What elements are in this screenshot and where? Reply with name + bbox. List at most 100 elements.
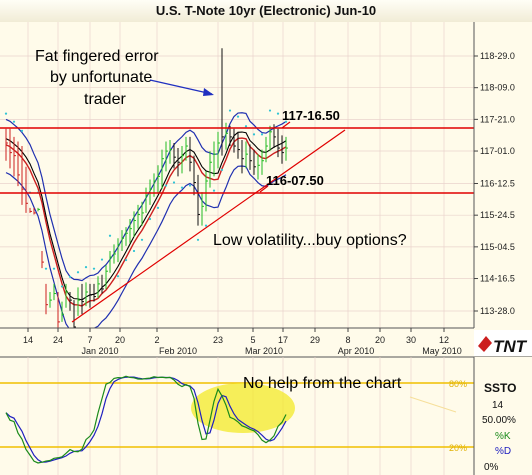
sar-dot [148,217,152,221]
lower-envelope-line [5,165,287,335]
price-grid [0,22,474,328]
logo-text: TNT [493,337,528,356]
ssto-k-line [5,375,287,464]
date-tick-label: 24 [53,335,63,345]
moving-average-shadow-line [5,131,287,301]
date-tick-label: 17 [278,335,288,345]
zero-level-label: 0% [484,462,499,473]
price-panel [0,22,474,328]
price-tick-label: 114-16.5 [480,274,515,284]
date-tick-label: 20 [115,335,125,345]
sar-dot [100,258,104,261]
indicator-name: SSTO [484,381,516,395]
sar-dot [44,267,48,270]
date-tick-label: 20 [375,335,385,345]
date-tick-label: 12 [439,335,449,345]
price-tick-label: 118-09.0 [480,83,515,93]
sar-dot [76,271,80,274]
sar-dot [124,258,128,262]
month-label: Jan 2010 [81,346,118,356]
oscillator-grid [27,357,445,475]
legend-d: %D [495,446,511,457]
date-tick-label: 30 [406,335,416,345]
price-tick-label: 116-12.5 [480,179,515,189]
date-tick-label: 5 [250,335,255,345]
rising-trendline [71,129,346,323]
date-axis: 14 24 7 20 2 23 5 17 29 8 20 30 12 Jan 2010 Feb 2010 Ma… [23,328,462,356]
sar-dot [116,275,120,278]
date-tick-label: 29 [310,335,320,345]
resistance-pointer [281,121,291,129]
sar-dot [284,120,288,123]
date-tick-label: 14 [23,335,33,345]
date-axis-panel [0,328,474,356]
sar-dot [140,238,144,241]
month-label: Mar 2010 [245,346,283,356]
resistance-label: 117-16.50 [282,108,340,123]
sar-dot [212,189,216,192]
annotation-line-3: trader [84,91,126,108]
sar-dot [68,275,72,278]
indicator-period: 14 [492,400,504,411]
month-label: Feb 2010 [159,346,197,356]
sar-dot [12,120,16,123]
price-axis: 118-29.0 118-09.0 117-21.0 117-01.0 116-12.5… [474,51,515,316]
moving-average-line [5,137,287,307]
sar-dot [228,109,232,112]
chart-title: U.S. T-Note 10yr (Electronic) Jun-10 [155,3,377,18]
middle-level-label: 50.00% [482,415,516,426]
oscillator-legend-panel [474,357,532,475]
tnt-logo: TNT [474,330,532,356]
sar-dot [268,109,272,112]
sar-dot [196,238,200,241]
sar-dot [244,125,248,128]
annotation-line-1: Fat fingered error [35,48,159,65]
month-label: Apr 2010 [338,346,375,356]
support-label: 116-07.50 [266,173,324,188]
sar-dot [60,285,64,288]
sar-dot [20,129,24,132]
sar-dot [260,133,264,136]
sar-dot [164,184,168,187]
oscillator-annotation: No help from the chart [243,375,402,392]
date-tick-label: 8 [345,335,350,345]
highlight-ellipse [191,383,295,433]
sar-dot [220,168,224,171]
sar-dot [132,249,136,253]
sar-dot [52,267,56,270]
annotation-arrow-head [203,88,214,96]
sar-dot [156,206,160,209]
sar-dot [276,112,280,115]
price-tick-label: 113-28.0 [480,306,515,316]
price-tick-label: 115-24.5 [480,210,515,220]
date-tick-label: 7 [87,335,92,345]
lower-level-label: 20% [449,443,467,453]
volatility-annotation: Low volatility...buy options? [213,232,407,249]
upper-level-label: 80% [449,379,467,389]
sar-dot [172,181,176,184]
legend-k: %K [495,431,511,442]
sar-dot [188,184,192,187]
sar-dot [4,112,8,115]
sar-dot [84,266,88,269]
date-tick-label: 23 [213,335,223,345]
sar-dot [92,267,96,270]
sar-dot [252,133,256,136]
price-tick-label: 117-01.0 [480,146,515,156]
sar-dot [204,224,208,227]
price-tick-label: 115-04.5 [480,242,515,252]
sar-dot [236,115,240,118]
support-pointer [259,185,269,193]
sar-dot [108,234,112,237]
price-tick-label: 118-29.0 [480,51,515,61]
date-tick-label: 2 [154,335,159,345]
month-label: May 2010 [422,346,462,356]
annotation-line-2: by unfortunate [50,69,152,86]
annotation-arrow-line [149,79,213,95]
sar-dot [180,186,184,189]
price-axis-panel [474,22,532,328]
price-tick-label: 117-21.0 [480,114,515,124]
price-bars [5,48,288,337]
